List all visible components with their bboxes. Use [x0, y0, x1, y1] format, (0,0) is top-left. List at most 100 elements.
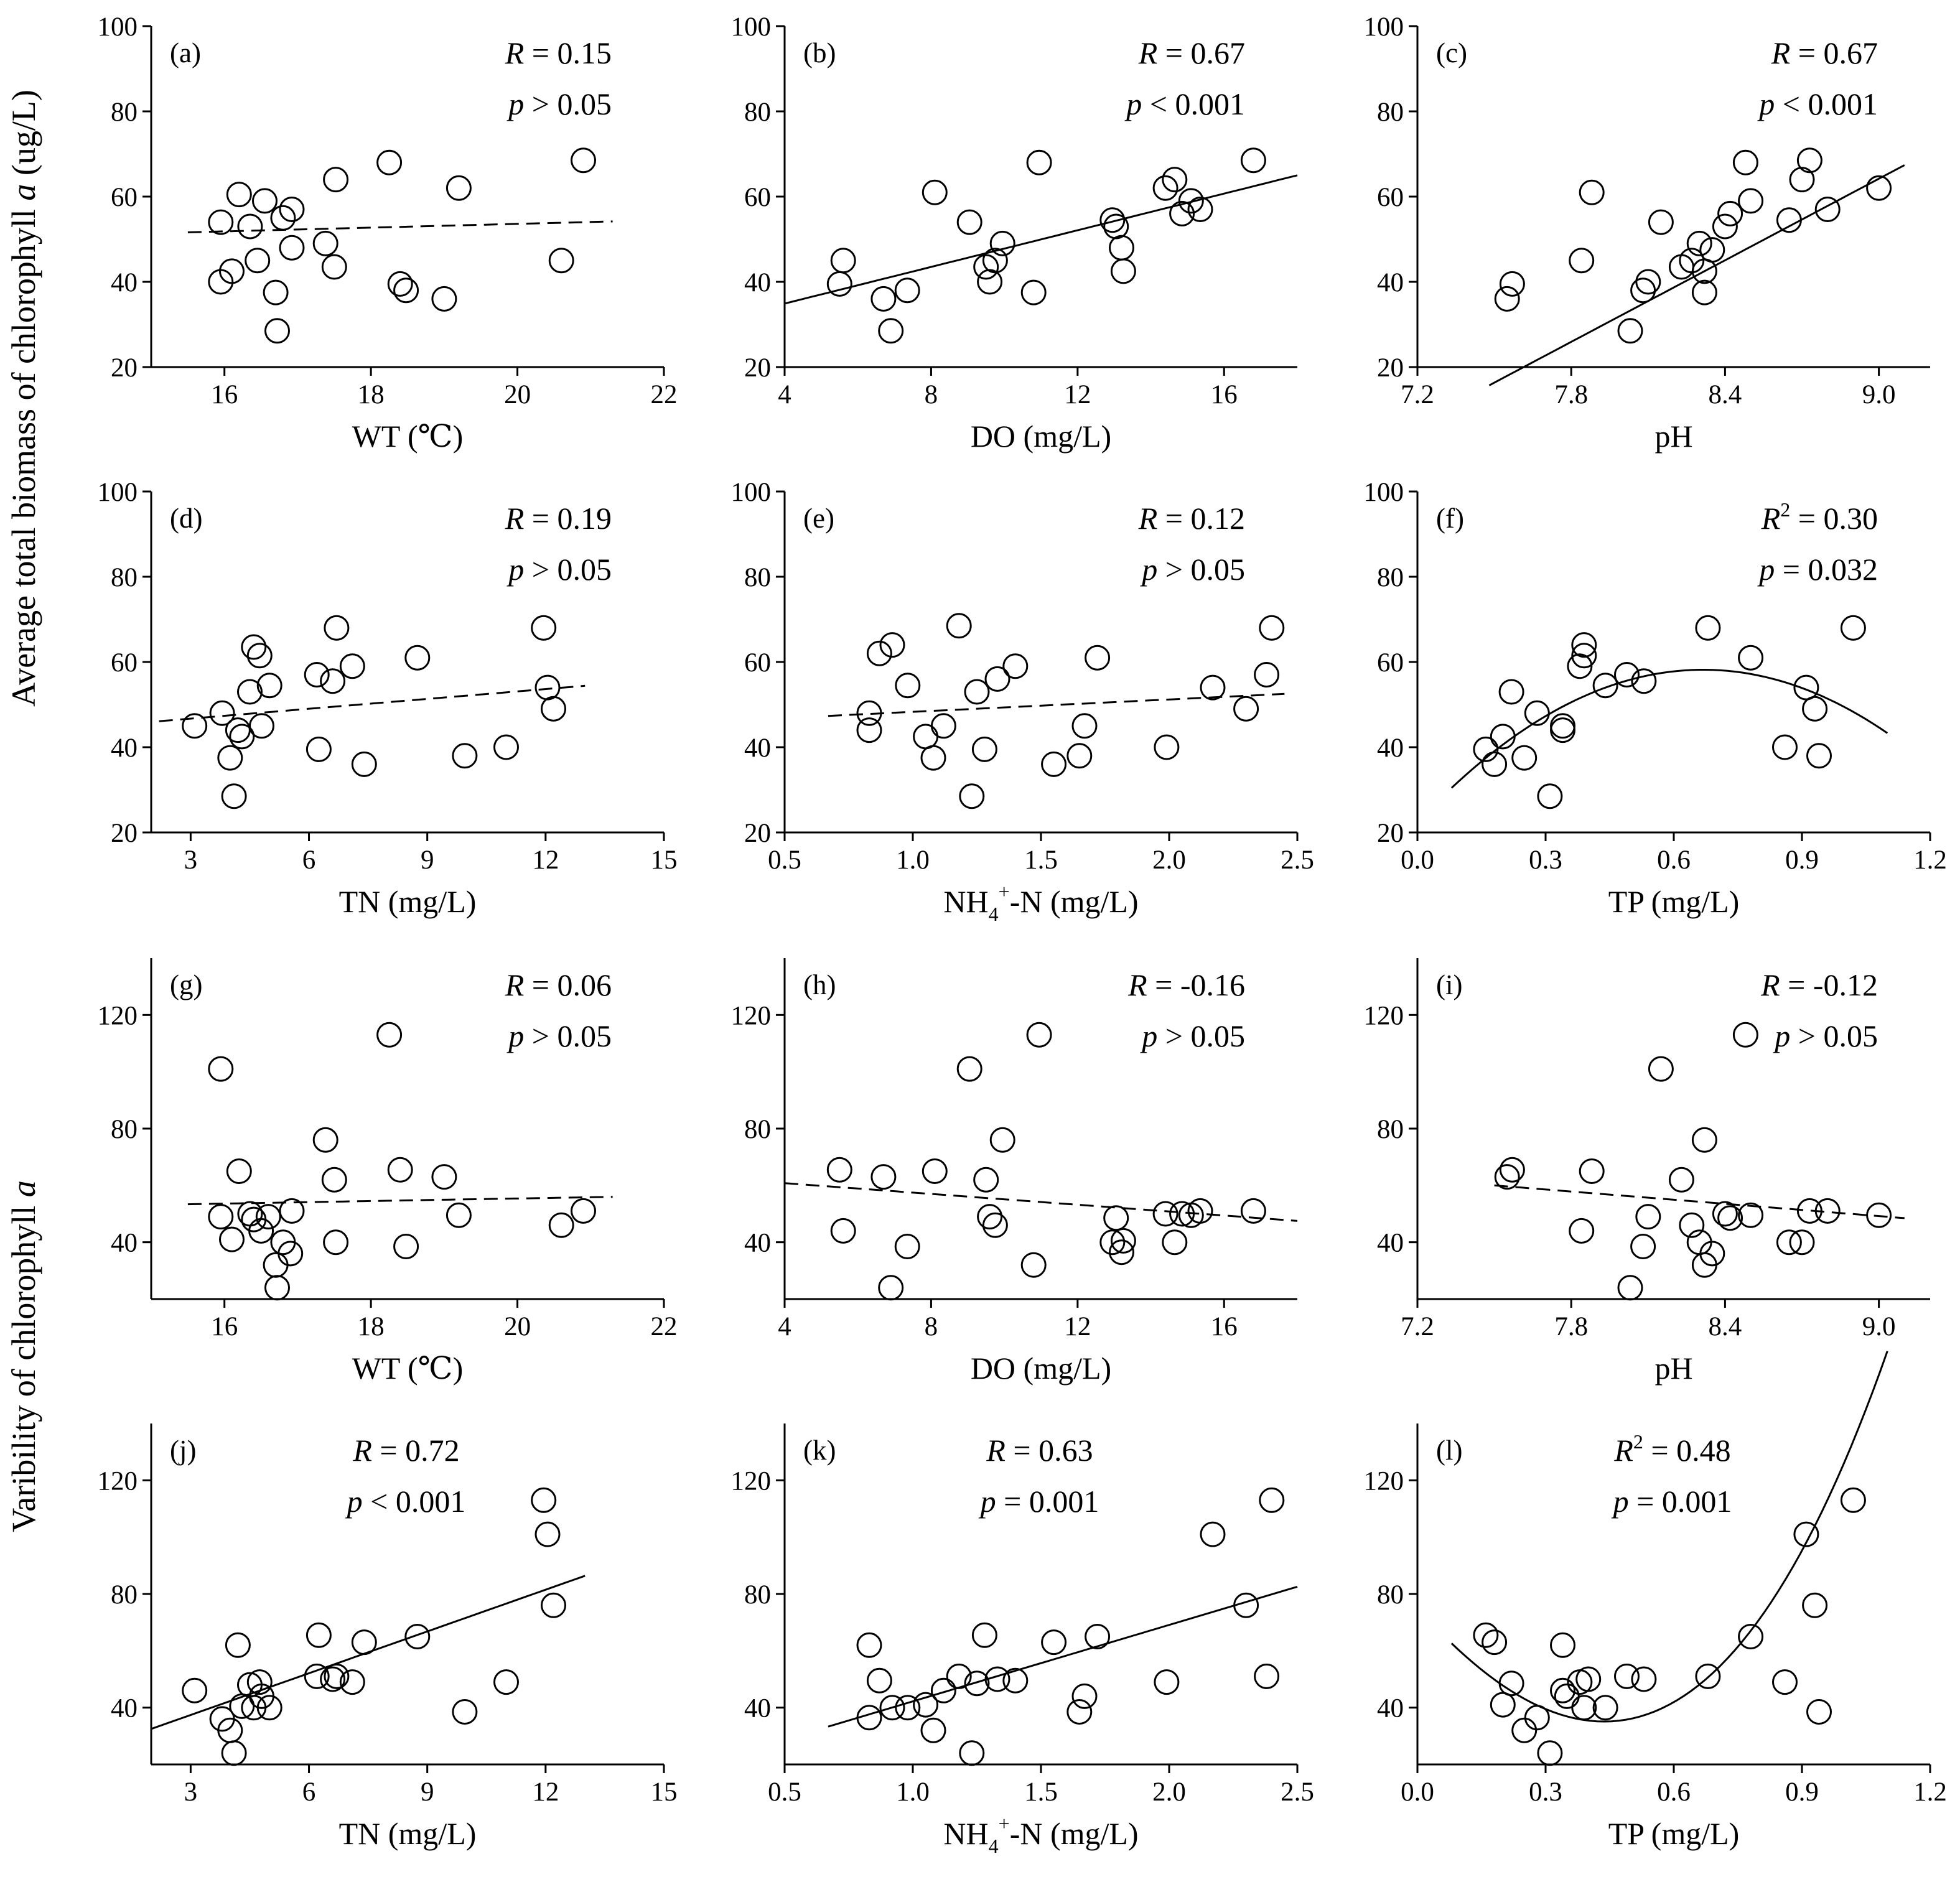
x-axis-title-sub: 4: [989, 1835, 999, 1857]
data-point: [1550, 1677, 1575, 1703]
data-point: [1806, 743, 1832, 769]
x-tick-label: 6: [302, 1778, 316, 1807]
x-axis-title-sup: +: [999, 880, 1010, 903]
data-point: [245, 248, 271, 274]
stat-symbol: p: [1140, 1018, 1157, 1053]
data-point: [256, 1695, 282, 1721]
x-axis-title: TN (mg/L): [339, 884, 477, 919]
data-point: [894, 1234, 920, 1259]
y-tick-label: 40: [111, 1229, 138, 1258]
y-tick-label: 100: [731, 12, 772, 42]
data-point: [431, 286, 457, 312]
x-tick-label: 12: [1064, 380, 1091, 409]
y-tick-label: 40: [111, 734, 138, 763]
stat-value: = 0.12: [1157, 501, 1245, 536]
stat-symbol: R: [1613, 1433, 1633, 1468]
data-point: [387, 1157, 413, 1183]
data-point: [1631, 668, 1657, 694]
stat-value: = 0.48: [1643, 1433, 1731, 1468]
y-tick-label: 40: [111, 1694, 138, 1723]
data-point: [225, 1632, 251, 1658]
data-point: [1152, 175, 1178, 201]
data-point: [1020, 279, 1047, 305]
x-tick-label: 15: [651, 846, 678, 875]
x-axis-title-part: NH: [943, 1816, 988, 1851]
panel-label: (f): [1436, 503, 1464, 534]
stat-value: = 0.001: [1629, 1484, 1732, 1519]
data-point: [304, 662, 330, 687]
panel-j: 3 6 9 12 15 40 80 120 TN (mg/L) (j) R = 0.72 p < 0.…: [98, 1423, 678, 1851]
data-point: [1473, 1622, 1499, 1648]
data-point: [241, 634, 267, 660]
stat-symbol: p: [506, 1018, 524, 1053]
data-point: [879, 1695, 905, 1721]
data-point: [1592, 1695, 1618, 1721]
stat-symbol: p: [345, 1484, 363, 1519]
stat-symbol: p: [1612, 1484, 1629, 1519]
x-tick-label: 18: [358, 380, 385, 409]
data-point: [312, 1127, 338, 1153]
data-point: [182, 713, 208, 739]
data-point: [1511, 1717, 1538, 1743]
x-tick-label: 12: [1064, 1312, 1091, 1341]
data-point: [1772, 1669, 1798, 1695]
data-point: [1550, 717, 1575, 743]
stat-line-1: R2 = 0.48: [1613, 1430, 1730, 1468]
data-point: [534, 1521, 561, 1547]
y-tick-label: 60: [1377, 648, 1404, 678]
data-point: [1259, 1487, 1285, 1513]
stat-symbol: p: [1140, 552, 1157, 587]
data-point: [1776, 207, 1802, 233]
data-point: [571, 1198, 596, 1224]
x-tick-label: 9: [421, 1778, 434, 1807]
y-tick-label: 80: [111, 563, 138, 592]
data-point: [1802, 696, 1828, 722]
data-point: [531, 615, 557, 641]
panel-b: 4 8 12 16 20 40 60 80 100 DO (mg/L) (b) R = 0.67 p <…: [731, 12, 1298, 454]
y-tick-label: 20: [744, 819, 771, 848]
data-point: [304, 1663, 330, 1689]
fit-line: [151, 1575, 586, 1730]
x-tick-label: 15: [651, 1778, 678, 1807]
x-tick-label: 0.3: [1529, 846, 1562, 875]
panel-label: (a): [170, 37, 201, 68]
y-tick-label: 60: [744, 183, 771, 212]
fit-line: [159, 684, 586, 722]
x-tick-label: 9.0: [1862, 1312, 1896, 1341]
data-point: [226, 182, 252, 208]
data-point: [856, 1705, 882, 1731]
data-point: [1575, 1666, 1602, 1692]
y-tick-label: 120: [98, 1001, 138, 1030]
data-point: [1635, 269, 1661, 295]
data-point: [1814, 197, 1841, 222]
data-point: [208, 209, 234, 235]
stat-symbol: p: [979, 1484, 996, 1519]
x-tick-label: 0.9: [1785, 846, 1819, 875]
stat-line-1: R = 0.15: [505, 35, 612, 70]
data-point: [321, 1167, 347, 1193]
data-point: [1668, 1167, 1694, 1193]
stat-value: = 0.19: [524, 501, 612, 536]
data-point: [306, 736, 332, 762]
data-point: [446, 1202, 472, 1228]
fit-line: [828, 1585, 1298, 1728]
data-point: [1482, 1629, 1508, 1656]
data-point: [1499, 1157, 1525, 1183]
stat-line-2: p < 0.001: [345, 1484, 466, 1519]
stat-symbol: R: [1760, 967, 1780, 1002]
x-tick-label: 16: [211, 1312, 238, 1341]
data-point: [264, 318, 290, 344]
data-point: [1524, 700, 1550, 726]
data-point: [339, 653, 365, 679]
x-tick-label: 1.0: [896, 1778, 930, 1807]
data-point: [1712, 213, 1738, 240]
data-point: [1099, 207, 1126, 233]
x-tick-label: 1.0: [896, 846, 930, 875]
data-point: [1635, 1204, 1661, 1230]
data-point: [393, 1234, 419, 1259]
x-tick-label: 7.8: [1554, 1312, 1588, 1341]
y-tick-label: 100: [731, 478, 772, 507]
